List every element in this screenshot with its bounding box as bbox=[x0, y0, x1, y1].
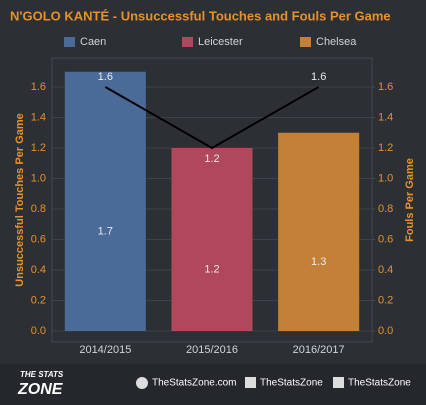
legend-swatch bbox=[300, 37, 311, 47]
legend-label: Caen bbox=[80, 36, 106, 48]
y2-tick-label: 0.4 bbox=[378, 264, 393, 276]
twitter-link[interactable]: TheStatsZone bbox=[348, 378, 411, 389]
y-tick-label: 0.8 bbox=[31, 203, 46, 215]
bar bbox=[171, 148, 253, 331]
logo-bottom: ZONE bbox=[17, 381, 64, 398]
y-axis-title: Unsuccessful Touches Per Game bbox=[14, 113, 26, 286]
y-tick-label: 1.4 bbox=[31, 111, 46, 123]
legend-label: Leicester bbox=[198, 36, 243, 48]
y2-tick-label: 1.4 bbox=[378, 111, 393, 123]
line-value-label: 1.6 bbox=[311, 71, 326, 83]
chart-title: N'GOLO KANTÉ - Unsuccessful Touches and … bbox=[10, 8, 391, 23]
web-icon bbox=[136, 377, 148, 389]
website-link[interactable]: TheStatsZone.com bbox=[152, 378, 236, 389]
line-value-label: 1.2 bbox=[204, 153, 219, 165]
line bbox=[104, 86, 320, 150]
footer-bar bbox=[0, 364, 426, 405]
bar-value-label: 1.7 bbox=[98, 225, 113, 237]
y2-axis-title: Fouls Per Game bbox=[404, 158, 416, 242]
y-tick-label: 1.6 bbox=[31, 81, 46, 93]
line-value-label: 1.6 bbox=[98, 71, 113, 83]
y-tick-label: 1.2 bbox=[31, 142, 46, 154]
y-tick-label: 0.4 bbox=[31, 264, 46, 276]
x-tick-label: 2015/2016 bbox=[186, 344, 238, 356]
facebook-icon bbox=[245, 377, 256, 388]
x-tick-label: 2014/2015 bbox=[79, 344, 131, 356]
bar-value-label: 1.3 bbox=[311, 256, 326, 268]
bar bbox=[278, 132, 360, 331]
y2-tick-label: 1.2 bbox=[378, 142, 393, 154]
facebook-link[interactable]: TheStatsZone bbox=[260, 378, 323, 389]
y2-tick-label: 0.6 bbox=[378, 233, 393, 245]
y-tick-label: 1.0 bbox=[31, 172, 46, 184]
bar bbox=[64, 71, 146, 331]
y-tick-label: 0.6 bbox=[31, 233, 46, 245]
logo-top: THE STATS bbox=[20, 370, 64, 379]
y-tick-label: 0.0 bbox=[31, 325, 46, 337]
twitter-icon bbox=[333, 377, 344, 388]
y2-tick-label: 1.0 bbox=[378, 172, 393, 184]
y-tick-label: 0.2 bbox=[31, 294, 46, 306]
y2-tick-label: 0.2 bbox=[378, 294, 393, 306]
y2-tick-label: 1.6 bbox=[378, 81, 393, 93]
bar-value-label: 1.2 bbox=[204, 263, 219, 275]
legend-label: Chelsea bbox=[316, 36, 357, 48]
y2-tick-label: 0.8 bbox=[378, 203, 393, 215]
y2-tick-label: 0.0 bbox=[378, 325, 393, 337]
x-tick-label: 2016/2017 bbox=[293, 344, 345, 356]
legend-swatch bbox=[182, 37, 193, 47]
legend-swatch bbox=[64, 37, 75, 47]
plot-frame bbox=[51, 57, 373, 343]
